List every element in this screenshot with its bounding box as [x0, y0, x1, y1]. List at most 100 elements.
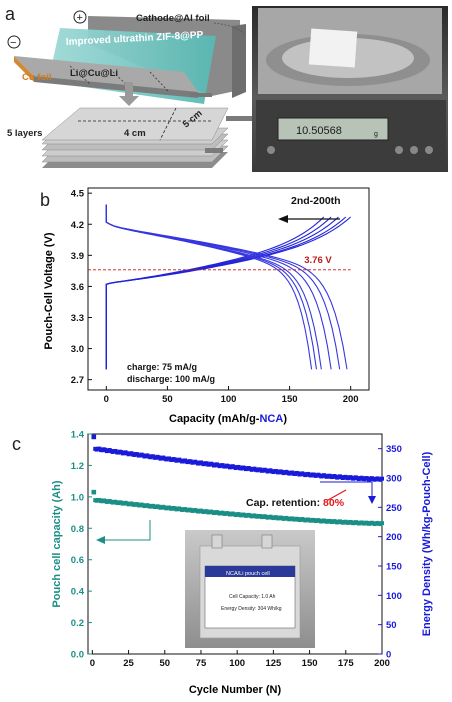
b-ytick-label: 3.3 — [71, 313, 84, 324]
balance-reading: 10.50568 — [296, 125, 342, 137]
plus-terminal — [73, 10, 87, 24]
c-xtick-label: 0 — [90, 658, 95, 669]
assembly-arrow — [119, 82, 139, 106]
chart-b-frame — [87, 187, 370, 391]
discharge-curve — [105, 204, 322, 370]
charge-curve — [105, 216, 325, 370]
reference-voltage-label: 3.76 V — [304, 255, 332, 266]
panel-c: c 0 25 50 75 100 125 150 175 200 0.0 0.2 0.4 0.6 0.8 1… — [12, 430, 433, 697]
charge-curve — [105, 216, 352, 370]
charge-curve — [105, 216, 347, 370]
b-xtick-label: 100 — [221, 394, 237, 405]
energy-point — [91, 434, 97, 440]
c-xtick-label: 150 — [302, 658, 318, 669]
discharge-note: discharge: 100 mA/g — [127, 374, 215, 384]
c-ytick-right-label: 50 — [386, 620, 397, 631]
panel-a-letter: a — [5, 4, 16, 24]
b-ytick-label: 2.7 — [71, 375, 84, 386]
panel-a: a + − Cathode@Al foil Improved ultrathin… — [5, 4, 448, 172]
cu-foil-label: Cu foil — [22, 72, 52, 83]
capacity-axis-arrow — [96, 520, 151, 544]
xlabel-main: Capacity (mAh/g- — [169, 413, 260, 425]
anode-label: Li@Cu@Li — [70, 68, 118, 79]
c-ytick-left-label: 1.2 — [71, 461, 84, 472]
c-ytick-left-label: 1.4 — [71, 430, 85, 441]
b-xtick-label: 50 — [162, 394, 173, 405]
chart-c-xlabel: Cycle Number (N) — [189, 684, 282, 696]
balance-unit: g — [374, 131, 378, 138]
b-ytick-label: 3.6 — [71, 282, 84, 293]
energy-point — [380, 476, 384, 481]
c-xtick-label: 175 — [338, 658, 355, 669]
c-ytick-left-label: 0.4 — [71, 587, 85, 598]
capacity-point — [380, 521, 384, 526]
c-ytick-left-label: 0.2 — [71, 618, 84, 629]
balance-photo: 10.50568 g — [252, 6, 448, 172]
five-layer-stack — [41, 107, 256, 168]
c-xtick-label: 50 — [159, 658, 170, 669]
layers-label: 5 layers — [7, 128, 42, 139]
energy-axis-arrow — [320, 481, 376, 504]
chart-c-ylabel-left: Pouch cell capacity (Ah) — [51, 480, 63, 607]
cathode-pointer — [213, 22, 245, 35]
b-xtick-label: 0 — [104, 394, 109, 405]
charge-note: charge: 75 mA/g — [127, 362, 197, 372]
chart-c-ylabel-right: Energy Density (Wh/kg-Pouch-Cell) — [421, 451, 433, 636]
chart-c-frame — [87, 433, 383, 655]
chart-c-points — [91, 434, 384, 527]
c-ytick-right-label: 150 — [386, 562, 402, 573]
capacity-point — [91, 489, 97, 495]
retention-value: 80% — [323, 497, 345, 509]
b-ytick-label: 3.0 — [71, 344, 84, 355]
charge-curve — [105, 216, 332, 370]
c-ytick-right-label: 0 — [386, 650, 391, 661]
b-ytick-label: 4.5 — [71, 189, 85, 200]
c-xtick-label: 75 — [196, 658, 207, 669]
panel-b-letter: b — [40, 190, 50, 210]
minus-sign: − — [10, 37, 16, 49]
c-xtick-label: 125 — [265, 658, 282, 669]
panel-c-letter: c — [12, 434, 21, 454]
c-ytick-left-label: 1.0 — [71, 492, 84, 503]
anode-stack — [14, 56, 198, 98]
plus-sign: + — [77, 12, 83, 24]
panel-b: b 0 50 100 150 200 2.7 3.0 3.3 3.6 3.9 4.2 4.5 3.76… — [40, 187, 370, 425]
chart-b-ylabel: Pouch-Cell Voltage (V) — [43, 232, 55, 349]
chart-b-ticks: 0 50 100 150 200 2.7 3.0 3.3 3.6 3.9 4.2 4.5 — [71, 189, 359, 405]
chart-b-curves — [105, 204, 352, 370]
pouch-cell-photo: NCA/Li pouch cell Cell Capacity: 1.0 Ah … — [185, 530, 315, 648]
c-ytick-right-label: 250 — [386, 503, 402, 514]
cell-photo-density: Energy Density: 304 Wh/kg — [221, 606, 282, 612]
c-xtick-label: 200 — [374, 658, 390, 669]
cell-photo-capacity: Cell Capacity: 1.0 Ah — [229, 594, 276, 600]
c-ytick-left-label: 0.8 — [71, 524, 84, 535]
c-ytick-left-label: 0.6 — [71, 555, 84, 566]
c-xtick-label: 100 — [229, 658, 245, 669]
chart-b-xlabel: Capacity (mAh/g-NCA) — [169, 413, 287, 425]
tab-anode — [190, 93, 212, 97]
discharge-curve — [105, 204, 332, 370]
xlabel-close: ) — [283, 413, 287, 425]
c-ytick-right-label: 350 — [386, 444, 402, 455]
cycle-range-label: 2nd-200th — [291, 195, 341, 207]
discharge-curve — [105, 204, 348, 370]
retention-pointer — [327, 489, 347, 501]
width-label: 4 cm — [124, 128, 146, 139]
c-ytick-left-label: 0.0 — [71, 650, 84, 661]
c-xtick-label: 25 — [123, 658, 134, 669]
cathode-label: Cathode@Al foil — [136, 13, 210, 24]
retention-text: Cap. retention: — [246, 497, 323, 509]
b-ytick-label: 4.2 — [71, 220, 84, 231]
b-xtick-label: 150 — [282, 394, 298, 405]
b-xtick-label: 200 — [343, 394, 359, 405]
c-ytick-right-label: 200 — [386, 532, 402, 543]
c-ytick-right-label: 300 — [386, 474, 402, 485]
discharge-curve — [105, 204, 313, 370]
c-ytick-right-label: 100 — [386, 591, 402, 602]
discharge-curve — [105, 204, 318, 370]
cell-photo-title: NCA/Li pouch cell — [226, 571, 270, 577]
cycle-arrow — [278, 215, 340, 223]
minus-terminal — [7, 35, 21, 49]
xlabel-accent: NCA — [259, 413, 283, 425]
